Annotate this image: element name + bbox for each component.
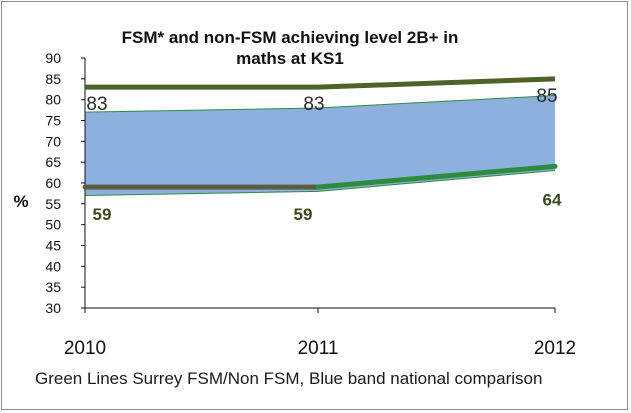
- series-1-data-label-2011: 83: [303, 94, 324, 115]
- y-tick-label-55: 55: [45, 196, 61, 212]
- y-axis-label: %: [13, 192, 28, 211]
- series-1-data-label-2010: 83: [86, 94, 107, 115]
- chart-title-line-2: maths at KS1: [236, 49, 344, 68]
- y-tick-label-35: 35: [45, 279, 61, 295]
- series-2-segment-2: [315, 163, 558, 190]
- series-1-line: [85, 76, 556, 90]
- chart-title-line-1: FSM* and non-FSM achieving level 2B+ in: [122, 28, 459, 47]
- data-labels: 83 83 85 59 59 64: [86, 86, 562, 224]
- y-tick-label-65: 65: [45, 154, 61, 170]
- y-tick-label-75: 75: [45, 113, 61, 129]
- series-2-data-label-2010: 59: [93, 205, 112, 224]
- series-2-data-label-2011: 59: [294, 205, 313, 224]
- axes: 30 35 40 45 50 55 60 65 70 75 80 85 90 2010 2011 2012: [45, 50, 576, 359]
- y-tick-label-85: 85: [45, 71, 61, 87]
- y-tick-label-40: 40: [45, 258, 61, 274]
- y-tick-label-45: 45: [45, 238, 61, 254]
- y-tick-label-90: 90: [45, 50, 61, 66]
- x-tick-label-2012: 2012: [534, 338, 576, 359]
- y-tick-label-70: 70: [45, 133, 61, 149]
- y-tick-label-60: 60: [45, 175, 61, 191]
- y-tick-label-30: 30: [45, 300, 61, 316]
- national-band-layer: [84, 95, 556, 196]
- series-1-data-label-2012: 85: [536, 86, 557, 107]
- x-tick-label-2011: 2011: [298, 338, 339, 359]
- national-band-upper-edge: [84, 95, 556, 113]
- y-tick-label-80: 80: [45, 92, 61, 108]
- y-tick-label-50: 50: [45, 217, 61, 233]
- chart-caption: Green Lines Surrey FSM/Non FSM, Blue ban…: [35, 369, 543, 388]
- series-layer: [82, 76, 558, 190]
- national-band-lower-edge: [84, 170, 556, 196]
- series-2-data-label-2012: 64: [543, 190, 562, 209]
- national-band-area: [85, 95, 555, 196]
- x-tick-label-2010: 2010: [64, 338, 106, 359]
